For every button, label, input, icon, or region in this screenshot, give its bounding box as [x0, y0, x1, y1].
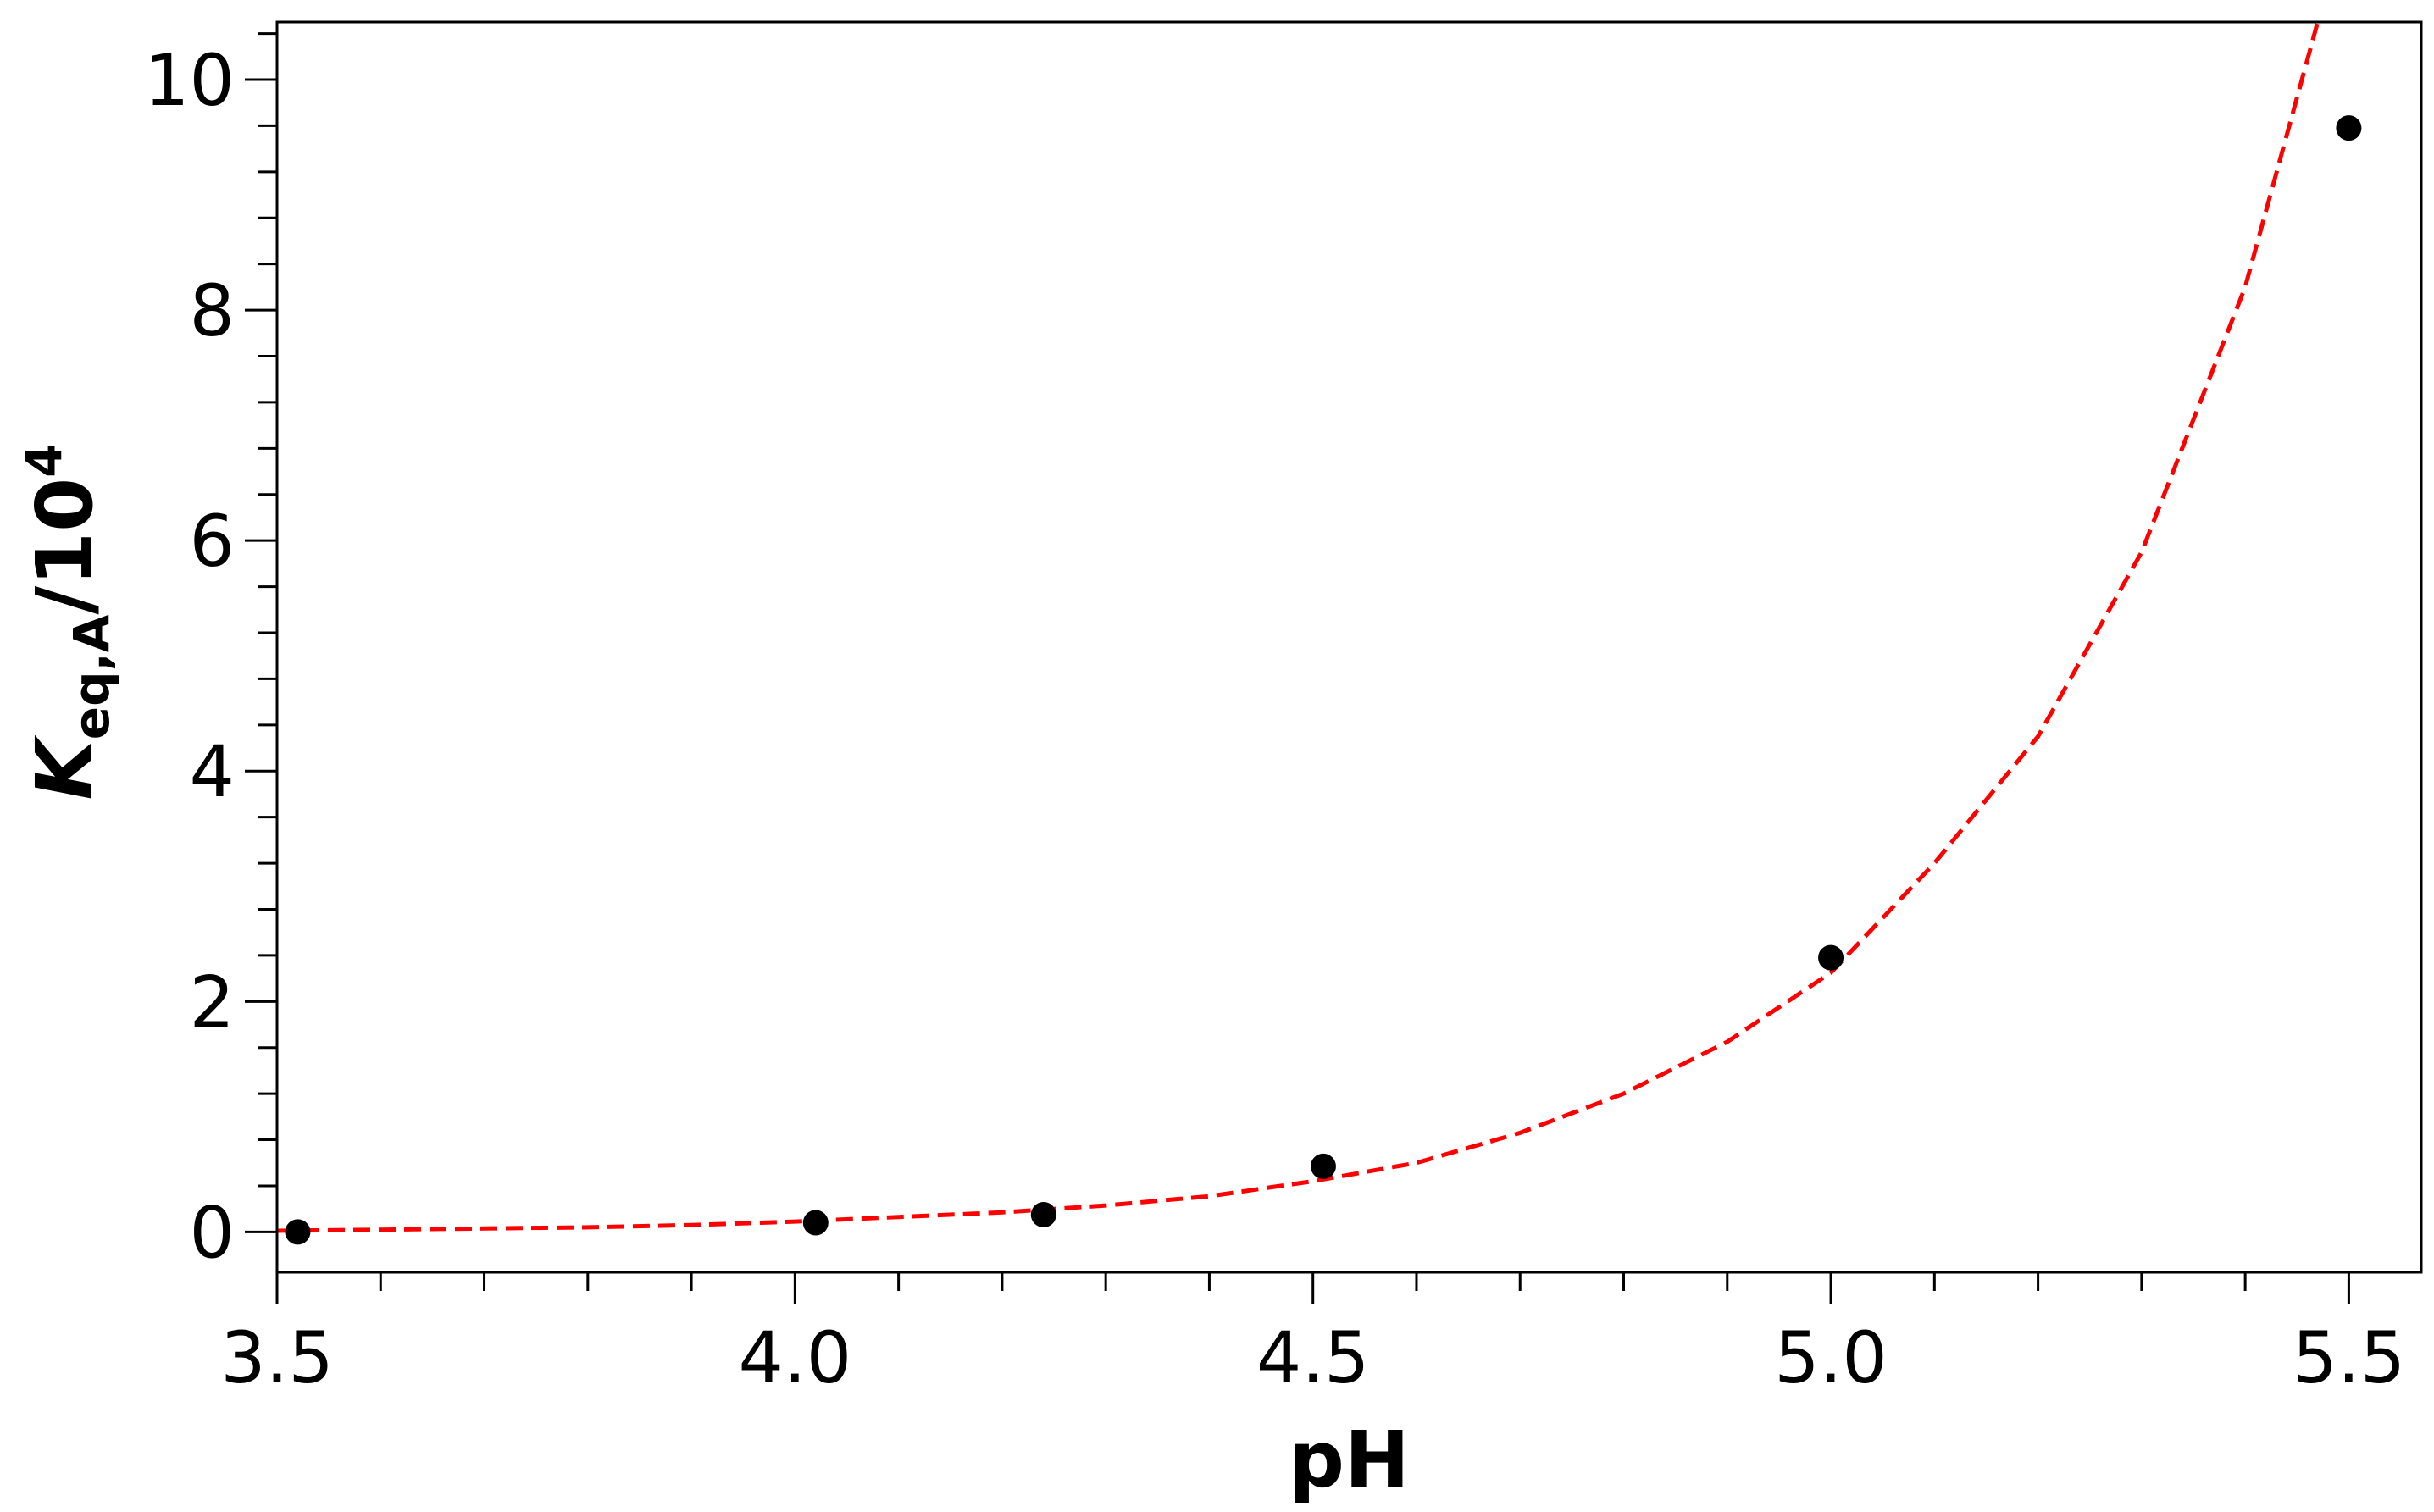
- plot-content: [277, 22, 2362, 1245]
- y-tick-label: 6: [190, 500, 235, 583]
- y-tick-label: 8: [190, 269, 235, 352]
- x-axis-title: pH: [1289, 1415, 1410, 1505]
- fit-curve: [277, 22, 2320, 1233]
- data-point: [802, 1210, 829, 1236]
- y-tick-label: 0: [190, 1191, 235, 1274]
- x-axis-ticks: [275, 1272, 2350, 1304]
- data-point: [1030, 1201, 1056, 1227]
- y-axis-title: Keq,A/104: [15, 443, 120, 800]
- y-tick-label: 2: [190, 961, 235, 1044]
- plot-frame: [275, 20, 2423, 1274]
- data-point: [285, 1219, 311, 1245]
- data-point: [1310, 1153, 1336, 1179]
- y-axis-title-rest: /10: [19, 478, 110, 615]
- x-tick-label: 5.0: [1774, 1316, 1888, 1399]
- x-tick-label: 3.5: [220, 1316, 334, 1399]
- y-axis-tick-labels: 0 2 4 6 8 10: [144, 39, 235, 1274]
- y-tick-label: 4: [190, 730, 235, 813]
- y-axis-title-superscript: 4: [15, 443, 73, 477]
- y-axis-title-subscript: eq,A: [63, 614, 120, 739]
- y-axis-ticks: [245, 32, 277, 1233]
- y-tick-label: 10: [144, 39, 235, 122]
- y-axis-title-symbol: K: [19, 735, 110, 800]
- x-tick-label: 5.5: [2293, 1316, 2406, 1399]
- data-point: [1818, 944, 1844, 971]
- x-tick-label: 4.5: [1256, 1316, 1370, 1399]
- data-point: [2336, 115, 2362, 141]
- x-axis-tick-labels: 3.5 4.0 4.5 5.0 5.5: [220, 1316, 2405, 1399]
- x-tick-label: 4.0: [739, 1316, 852, 1399]
